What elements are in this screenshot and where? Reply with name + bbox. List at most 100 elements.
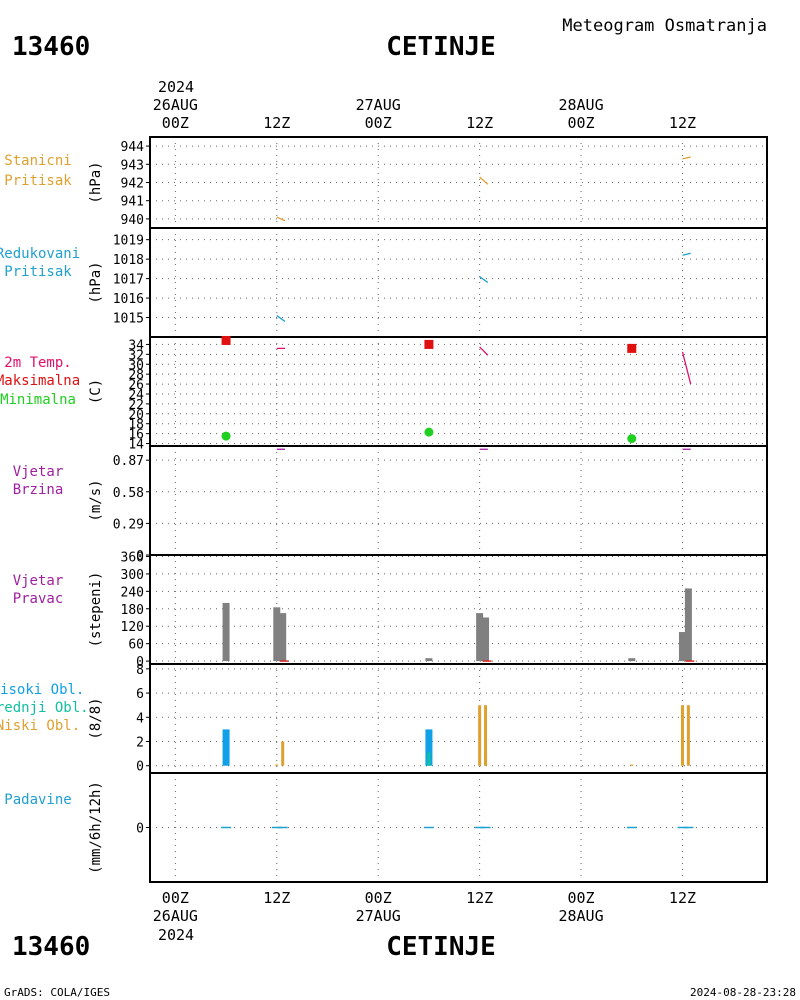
panel-reduced_pressure: Redukovani Pritisak (hPa) 1015 1016 1017 1018 1…	[0, 227, 768, 338]
panel-label-reduced_pressure-1: Pritisak	[4, 264, 72, 280]
ylabel-wind_direction: (stepeni)	[88, 572, 104, 648]
ytick-label-temperature-6: 26	[128, 378, 144, 393]
ytick-label-temperature-5: 24	[128, 388, 144, 403]
panel-label-precipitation-0: Padavine	[4, 792, 71, 808]
panel-station_pressure: Stanicni Pritisak (hPa) 940 941 942 943 944	[4, 136, 768, 229]
ytick-label-temperature-3: 20	[128, 408, 144, 423]
bar-wind_direction-s0-6	[628, 658, 636, 662]
bar-wind_direction-s0-2	[279, 613, 287, 662]
panel-label-clouds-2: Niski Obl.	[0, 718, 80, 734]
ytick-label-wind_speed-0: 0	[136, 549, 144, 564]
ytick-label-temperature-1: 16	[128, 428, 144, 443]
panel-temperature: 2m Temp. Maksimalna Minimalna (C) 1416182022…	[0, 335, 768, 453]
data-segment-temperature-s0-2	[681, 351, 692, 385]
time-tick-bottom-2: 00Z	[365, 889, 392, 907]
bar-clouds-s2-3	[484, 705, 488, 766]
frame-wind_direction	[149, 554, 768, 665]
ytick-label-temperature-4: 22	[128, 398, 144, 413]
frame-wind_speed	[149, 445, 768, 556]
bar-wind_direction-s0-4	[476, 613, 484, 662]
footer-timestamp: 2024-08-28-23:28	[690, 986, 796, 999]
bar-wind_direction-s0-3	[425, 658, 433, 662]
bar-clouds-s2-4	[630, 764, 634, 766]
ytick-label-wind_direction-4: 240	[121, 585, 144, 600]
ytick-label-station_pressure-1: 941	[121, 195, 144, 210]
ylabel-station_pressure: (hPa)	[88, 161, 104, 203]
ytick-label-temperature-8: 30	[128, 358, 144, 373]
ytick-label-wind_speed-3: 0.87	[113, 454, 144, 469]
ytick-label-reduced_pressure-0: 1015	[113, 312, 144, 327]
ylabel-reduced_pressure: (hPa)	[88, 261, 104, 303]
bar-clouds-s2-0	[275, 764, 279, 766]
ytick-label-clouds-1: 2	[136, 736, 144, 751]
ytick-label-wind_direction-3: 180	[121, 603, 144, 618]
panel-label-station_pressure-1: Pritisak	[4, 173, 72, 189]
bar-wind_direction-s0-7	[678, 632, 686, 662]
min-temp-marker-2	[627, 434, 637, 444]
max-temp-marker-0	[221, 335, 231, 345]
bar-wind_direction-s0-1	[273, 607, 281, 662]
bar-clouds-s0-1	[425, 729, 433, 766]
date-label-bottom-0: 26AUG	[153, 907, 198, 925]
date-label-bottom-2: 27AUG	[356, 907, 401, 925]
ytick-label-wind_direction-1: 60	[128, 638, 144, 653]
time-tick-top-2: 00Z	[365, 114, 392, 132]
panels: Stanicni Pritisak (hPa) 940 941 942 943 944 Redu…	[0, 136, 768, 883]
frame-precipitation	[149, 772, 768, 883]
ytick-label-station_pressure-0: 940	[121, 213, 144, 228]
frame-station_pressure	[149, 136, 768, 229]
ytick-label-station_pressure-2: 942	[121, 177, 144, 192]
panel-label-wind_speed-1: Brzina	[13, 482, 64, 498]
bar-wind_direction-s0-8	[684, 588, 692, 662]
year-label-bottom: 2024	[158, 926, 194, 944]
panel-label-clouds-0: Visoki Obl.	[0, 682, 84, 698]
date-label-top-2: 27AUG	[356, 96, 401, 114]
time-tick-bottom-0: 00Z	[162, 889, 189, 907]
ytick-label-wind_direction-0: 0	[136, 655, 144, 670]
ylabel-clouds: (8/8)	[88, 697, 104, 739]
ylabel-precipitation: (mm/6h/12h)	[88, 781, 104, 874]
bar-clouds-s0-0	[222, 729, 230, 766]
data-segment-station_pressure-s0-2	[682, 156, 691, 160]
ytick-label-clouds-0: 0	[136, 760, 144, 775]
ytick-label-station_pressure-4: 944	[121, 140, 145, 155]
station-id-top: 13460	[12, 32, 90, 62]
date-label-bottom-4: 28AUG	[558, 907, 603, 925]
bar-wind_direction-s0-5	[482, 617, 490, 662]
panel-label-temperature-1: Maksimalna	[0, 373, 80, 389]
ytick-label-temperature-10: 34	[128, 338, 144, 353]
time-tick-bottom-4: 00Z	[568, 889, 595, 907]
ytick-label-wind_direction-5: 300	[121, 568, 144, 583]
panel-wind_speed: Vjetar Brzina (m/s) 0 0.29 0.58 0.87	[13, 445, 768, 564]
ytick-label-temperature-7: 28	[128, 368, 144, 383]
data-segment-temperature-s0-1	[479, 346, 489, 356]
data-segment-reduced_pressure-s0-0	[276, 315, 286, 322]
ytick-label-temperature-0: 14	[128, 438, 144, 453]
panel-clouds: Visoki Obl. Srednji Obl. Niski Obl. (8/8) 0 2…	[0, 663, 768, 775]
footer-software: GrADS: COLA/IGES	[4, 986, 110, 999]
time-tick-top-3: 12Z	[466, 114, 493, 132]
time-tick-bottom-1: 12Z	[263, 889, 290, 907]
panel-label-wind_direction-0: Vjetar	[13, 573, 64, 589]
ytick-label-reduced_pressure-4: 1019	[113, 234, 144, 249]
ytick-label-temperature-2: 18	[128, 418, 144, 433]
bar-clouds-s2-2	[478, 705, 482, 766]
ytick-label-reduced_pressure-3: 1018	[113, 253, 144, 268]
panel-label-temperature-2: Minimalna	[0, 392, 76, 408]
bar-clouds-s2-1	[281, 741, 285, 766]
ylabel-temperature: (C)	[88, 379, 104, 404]
data-segment-station_pressure-s0-0	[276, 216, 286, 222]
ytick-label-station_pressure-3: 943	[121, 158, 144, 173]
ytick-label-reduced_pressure-2: 1017	[113, 273, 144, 288]
bar-clouds-s2-6	[686, 705, 690, 766]
ytick-label-wind_speed-2: 0.58	[113, 486, 144, 501]
time-tick-bottom-3: 12Z	[466, 889, 493, 907]
product-title: Meteogram Osmatranja	[562, 16, 767, 36]
ytick-label-wind_direction-2: 120	[121, 620, 144, 635]
ylabel-wind_speed: (m/s)	[88, 479, 104, 521]
ytick-label-wind_direction-6: 360	[121, 550, 144, 565]
ytick-label-clouds-2: 4	[136, 711, 144, 726]
time-tick-top-5: 12Z	[669, 114, 696, 132]
